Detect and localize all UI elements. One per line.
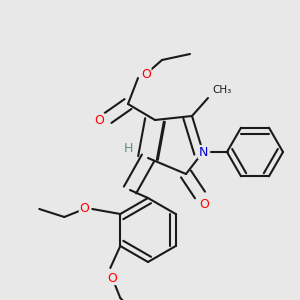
Text: O: O [107, 272, 117, 284]
Text: CH₃: CH₃ [212, 85, 231, 95]
Text: O: O [141, 68, 151, 80]
Text: O: O [94, 113, 104, 127]
Text: N: N [198, 146, 208, 158]
Text: O: O [79, 202, 89, 215]
Text: H: H [123, 142, 133, 154]
Text: O: O [199, 199, 209, 212]
